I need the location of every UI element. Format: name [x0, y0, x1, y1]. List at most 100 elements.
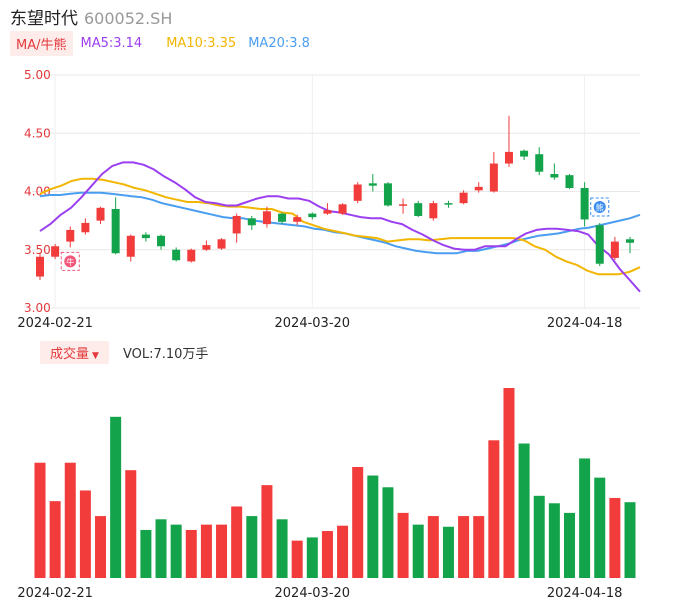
volume-bar: [412, 524, 424, 578]
stock-title: 东望时代 600052.SH: [10, 4, 172, 29]
volume-bar: [216, 524, 228, 578]
candle-body: [308, 213, 317, 218]
volume-bar: [170, 524, 182, 578]
volume-bar: [337, 525, 349, 578]
date-label: 2024-03-20: [275, 586, 351, 601]
marker-label: 牛: [66, 257, 74, 267]
volume-bar: [95, 516, 107, 578]
candle-body: [111, 208, 120, 254]
volume-bar: [458, 516, 470, 578]
volume-bar: [79, 490, 91, 578]
volume-value: VOL:7.10万手: [122, 346, 209, 362]
candle-body: [610, 241, 619, 258]
candle-body: [81, 222, 90, 233]
price-tick-label: 3.50: [24, 243, 51, 257]
price-tick-label: 4.50: [24, 126, 51, 140]
date-label: 2024-02-21: [17, 586, 93, 601]
candle-body: [293, 217, 302, 222]
volume-bar: [488, 440, 500, 578]
candle-body: [217, 239, 226, 249]
ma10-line: [39, 177, 641, 276]
volume-bar: [352, 466, 364, 578]
candle-body: [580, 188, 589, 220]
price-tick-label: 5.00: [24, 68, 51, 82]
candle-body: [399, 204, 408, 206]
volume-bar: [397, 512, 409, 578]
candle-body: [368, 183, 377, 186]
bull-marker-dot: [64, 255, 77, 268]
volume-bar: [125, 470, 137, 578]
stock-code: 600052.SH: [84, 9, 173, 28]
candle-body: [51, 246, 60, 257]
date-label: 2024-03-20: [275, 316, 351, 331]
volume-bar: [291, 540, 303, 578]
candle-body: [66, 229, 75, 242]
candle-body: [474, 186, 483, 191]
volume-bar: [200, 524, 212, 578]
ma-bull-bear-button[interactable]: MA/牛熊: [10, 30, 73, 56]
candle-body: [172, 249, 181, 261]
volume-bar: [624, 502, 636, 578]
candle-body: [383, 183, 392, 206]
bear-marker-icon: [590, 197, 610, 217]
volume-legend: 成交量 ▼ VOL:7.10万手: [40, 340, 209, 364]
ma20-legend: MA20:3.8: [248, 35, 310, 51]
bull-marker-icon: [60, 251, 80, 271]
candle-body: [429, 203, 438, 219]
stock-name: 东望时代: [10, 9, 78, 29]
volume-bar: [382, 487, 394, 578]
volume-bar: [503, 388, 515, 578]
volume-bar: [140, 529, 152, 578]
volume-bar: [442, 526, 454, 578]
candle-body: [414, 203, 423, 216]
volume-bar: [64, 462, 76, 578]
marker-label: 熊: [596, 202, 604, 212]
candle-body: [36, 256, 44, 277]
candle-body: [565, 175, 574, 189]
candle-body: [626, 239, 634, 243]
ma10-legend: MA10:3.35: [166, 35, 237, 51]
volume-bar: [533, 495, 545, 578]
volume-bar: [594, 477, 606, 578]
volume-bar: [548, 503, 560, 578]
candle-body: [141, 234, 150, 239]
volume-selector-label: 成交量: [50, 346, 90, 362]
candle-body: [96, 207, 105, 221]
candle-body: [278, 213, 287, 222]
candle-body: [595, 225, 604, 264]
volume-bar: [306, 537, 318, 578]
volume-selector-button[interactable]: 成交量 ▼: [40, 340, 109, 364]
candle-body: [489, 163, 498, 192]
date-label: 2024-02-21: [17, 316, 93, 331]
volume-bar: [246, 516, 258, 578]
volume-bar: [155, 519, 167, 578]
candle-body: [520, 150, 529, 157]
candle-body: [459, 192, 468, 204]
candle-body: [247, 218, 256, 226]
date-label: 2024-04-18: [547, 316, 623, 331]
volume-bar: [609, 497, 621, 578]
date-label: 2024-04-18: [547, 586, 623, 601]
candle-body: [550, 174, 559, 178]
volume-bar: [34, 462, 46, 578]
candle-body: [187, 249, 196, 262]
volume-bar: [49, 501, 61, 578]
candle-body: [232, 215, 241, 234]
candle-body: [202, 245, 211, 250]
candle-body: [353, 184, 362, 201]
candle-body: [262, 211, 271, 225]
volume-bar: [261, 485, 273, 578]
volume-bar: [276, 519, 288, 578]
volume-bar: [518, 443, 530, 578]
candle-body: [323, 210, 332, 214]
volume-bar: [579, 458, 591, 578]
volume-bar: [185, 529, 197, 578]
dropdown-arrow-icon: ▼: [92, 350, 99, 361]
ma-legend: MA/牛熊 MA5:3.14 MA10:3.35 MA20:3.8: [10, 30, 310, 56]
volume-bar: [473, 516, 485, 578]
volume-bar: [110, 416, 122, 578]
volume-bar: [563, 512, 575, 578]
bear-marker-dot: [593, 200, 606, 213]
ma5-legend: MA5:3.14: [80, 35, 143, 51]
